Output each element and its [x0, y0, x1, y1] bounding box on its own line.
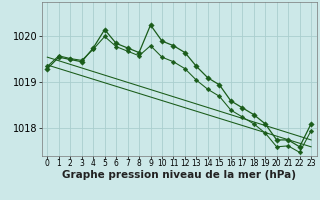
X-axis label: Graphe pression niveau de la mer (hPa): Graphe pression niveau de la mer (hPa) — [62, 170, 296, 180]
